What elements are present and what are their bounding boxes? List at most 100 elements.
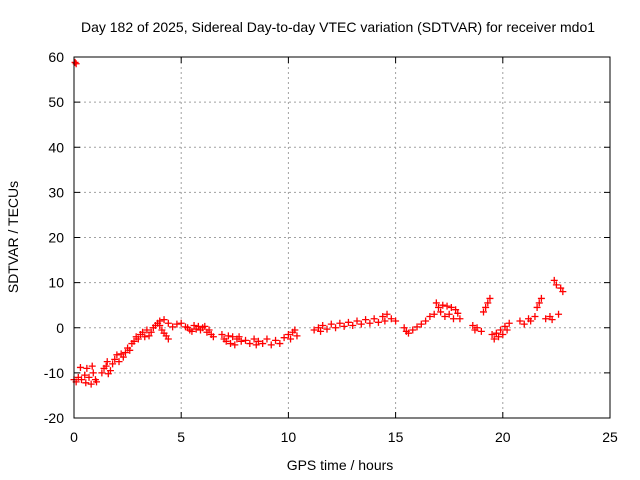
data-point <box>188 327 196 335</box>
data-point <box>454 309 462 317</box>
data-point <box>516 317 524 325</box>
data-point <box>381 317 389 325</box>
data-point <box>224 332 232 340</box>
data-point <box>98 369 106 377</box>
data-points <box>70 58 567 388</box>
data-point <box>81 371 89 379</box>
data-point <box>82 379 90 387</box>
axis-tick-labels: 0 5 10 15 20 25 -20 -10 0 10 20 30 40 50 60 <box>44 49 618 445</box>
x-tick-label: 0 <box>70 429 78 445</box>
data-point <box>387 315 395 323</box>
x-axis-label: GPS time / hours <box>287 457 394 473</box>
y-tick-label: 10 <box>48 275 64 291</box>
data-point <box>349 321 357 329</box>
x-tick-label: 10 <box>281 429 297 445</box>
data-point <box>164 319 172 327</box>
data-point <box>488 331 496 339</box>
data-point <box>432 299 440 307</box>
data-point <box>340 322 348 330</box>
data-point <box>103 358 111 366</box>
x-tick-label: 5 <box>177 429 185 445</box>
data-point <box>480 308 488 316</box>
data-point <box>291 326 299 334</box>
x-tick-label: 15 <box>388 429 404 445</box>
data-point <box>422 317 430 325</box>
data-point <box>495 333 503 341</box>
data-point <box>327 320 335 328</box>
data-point <box>527 317 535 325</box>
data-point <box>113 351 121 359</box>
data-point <box>503 326 511 334</box>
data-point <box>102 362 110 370</box>
data-point <box>115 358 123 366</box>
data-point <box>409 326 417 334</box>
data-point <box>147 328 155 336</box>
data-point <box>293 332 301 340</box>
data-point <box>143 326 151 334</box>
data-point <box>93 378 101 386</box>
data-point <box>194 322 202 330</box>
data-point <box>280 334 288 342</box>
data-point <box>106 367 114 375</box>
data-point <box>477 327 485 335</box>
data-point <box>272 336 280 344</box>
y-tick-label: -20 <box>44 410 64 426</box>
data-point <box>164 335 172 343</box>
data-point <box>252 341 260 349</box>
data-point <box>492 329 500 337</box>
y-tick-label: 60 <box>48 49 64 65</box>
data-point <box>441 312 449 320</box>
data-point <box>205 326 213 334</box>
data-point <box>259 340 267 348</box>
data-point <box>542 315 550 323</box>
data-point <box>501 322 509 330</box>
data-point <box>332 324 340 332</box>
data-point <box>482 303 490 311</box>
data-point <box>310 326 318 334</box>
data-point <box>548 316 556 324</box>
data-point <box>160 316 168 324</box>
data-point <box>78 376 86 384</box>
data-point <box>276 340 284 348</box>
data-point <box>190 321 198 329</box>
data-point <box>555 310 563 318</box>
data-point <box>314 324 322 332</box>
data-point <box>413 323 421 331</box>
data-point <box>366 319 374 327</box>
data-point <box>222 337 230 345</box>
data-point <box>237 337 245 345</box>
data-point <box>109 360 117 368</box>
data-point <box>426 312 434 320</box>
data-point <box>130 337 138 345</box>
data-point <box>254 337 262 345</box>
data-point <box>559 288 567 296</box>
data-point <box>469 321 477 329</box>
data-point <box>267 341 275 349</box>
data-point <box>447 303 455 311</box>
data-point <box>134 335 142 343</box>
data-point <box>456 315 464 323</box>
data-point <box>319 321 327 329</box>
data-point <box>370 315 378 323</box>
data-point <box>499 331 507 339</box>
data-point <box>145 332 153 340</box>
data-point <box>374 318 382 326</box>
data-point <box>121 349 129 357</box>
data-point <box>400 324 408 332</box>
y-tick-label: -10 <box>44 365 64 381</box>
data-point <box>88 362 96 370</box>
data-point <box>430 310 438 318</box>
data-point <box>437 308 445 316</box>
data-point <box>85 373 93 381</box>
data-point <box>231 341 239 349</box>
data-point <box>201 322 209 330</box>
grid-lines <box>74 57 610 418</box>
data-point <box>139 328 147 336</box>
data-point <box>552 281 560 289</box>
data-point <box>126 346 134 354</box>
y-tick-label: 30 <box>48 184 64 200</box>
data-point <box>497 326 505 334</box>
data-point <box>229 333 237 341</box>
data-point <box>83 364 91 372</box>
